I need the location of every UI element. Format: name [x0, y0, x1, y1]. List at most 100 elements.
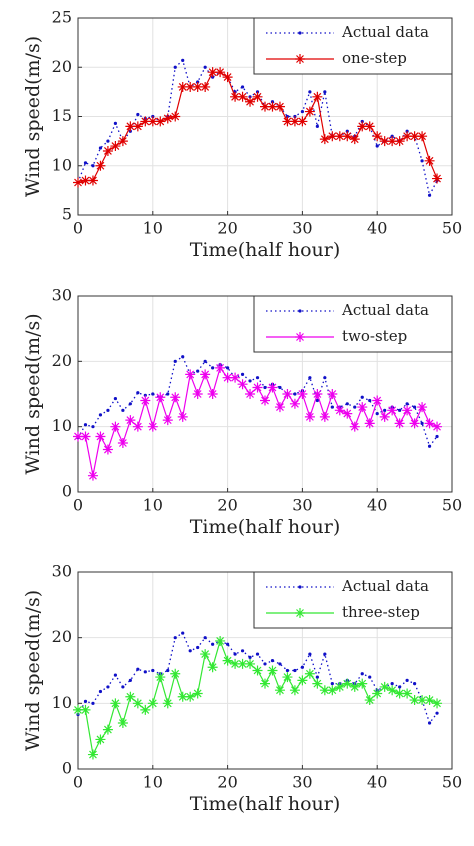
data-point [222, 655, 233, 666]
x-axis-label: Time(half hour) [190, 239, 341, 261]
y-tick-label: 25 [52, 8, 72, 27]
data-point [185, 369, 196, 380]
data-point [413, 405, 417, 409]
data-point [334, 405, 345, 416]
legend-marker [295, 54, 305, 64]
data-point [110, 698, 121, 709]
data-point [413, 682, 417, 686]
data-point [222, 72, 233, 83]
data-point [319, 411, 330, 422]
data-point [106, 139, 110, 143]
data-point [151, 392, 155, 396]
data-point [80, 431, 91, 442]
data-point [327, 685, 338, 696]
x-tick-label: 50 [442, 773, 462, 792]
y-tick-label: 15 [52, 106, 72, 125]
data-point [398, 408, 402, 412]
data-point [166, 392, 170, 396]
data-point [330, 682, 334, 686]
data-point [285, 668, 290, 673]
data-point [102, 724, 113, 735]
data-point [308, 376, 312, 380]
data-point [427, 721, 432, 725]
data-point [245, 389, 256, 399]
data-point [121, 408, 125, 412]
x-tick-label: 0 [73, 496, 83, 515]
data-point [274, 685, 285, 696]
data-point [289, 685, 300, 696]
data-point [432, 421, 443, 432]
data-point [226, 366, 230, 370]
data-point [308, 90, 312, 94]
y-tick-label: 20 [52, 627, 72, 646]
data-point [327, 131, 338, 142]
data-point [394, 418, 405, 429]
data-point [353, 405, 357, 409]
data-point [211, 366, 215, 370]
data-point [308, 652, 312, 656]
data-point [315, 675, 319, 679]
data-point [252, 665, 263, 676]
x-tick-label: 10 [143, 773, 163, 792]
data-point [113, 396, 117, 401]
data-point [315, 124, 319, 128]
data-point [323, 652, 327, 656]
x-tick-label: 50 [442, 496, 462, 515]
data-point [151, 668, 155, 673]
x-tick-label: 0 [73, 773, 83, 792]
data-point [255, 376, 260, 380]
data-point [330, 405, 334, 409]
legend-marker [295, 608, 305, 618]
data-point [334, 131, 345, 142]
data-point [207, 389, 218, 399]
data-point [252, 382, 263, 393]
legend-label: three-step [342, 603, 420, 621]
data-point [73, 177, 83, 188]
data-point [237, 658, 248, 669]
data-point [420, 421, 424, 425]
y-tick-label: 30 [52, 286, 72, 305]
data-point [245, 96, 256, 107]
data-point [300, 665, 304, 669]
data-point [417, 695, 428, 706]
data-point [357, 121, 368, 132]
data-point [177, 691, 188, 702]
data-point [323, 90, 327, 94]
data-point [289, 398, 300, 409]
data-point [402, 131, 413, 142]
data-point [357, 402, 368, 413]
data-point [181, 631, 185, 635]
data-point [255, 652, 260, 656]
data-point [424, 155, 435, 166]
data-point [417, 131, 428, 142]
data-point [394, 136, 405, 147]
data-point [83, 423, 88, 427]
data-point [113, 673, 117, 677]
data-point [274, 101, 285, 112]
data-point [409, 131, 420, 142]
y-tick-label: 20 [52, 351, 72, 370]
data-point [233, 652, 237, 656]
data-point [240, 372, 245, 376]
data-point [349, 134, 360, 145]
data-point [200, 369, 211, 380]
data-point [113, 121, 117, 125]
data-point [73, 431, 83, 442]
data-point [319, 134, 330, 145]
data-point [155, 116, 166, 127]
y-tick-label: 30 [52, 562, 72, 581]
data-point [312, 678, 323, 689]
data-point [117, 136, 128, 147]
legend-marker [298, 309, 302, 313]
x-tick-label: 40 [367, 773, 387, 792]
data-point [83, 699, 88, 703]
legend-label: Actual data [341, 301, 429, 319]
data-point [91, 164, 95, 168]
data-point [147, 116, 158, 127]
data-point [177, 411, 188, 422]
data-point [394, 688, 405, 699]
data-point [327, 389, 338, 399]
data-point [402, 688, 413, 699]
legend-box [253, 17, 453, 75]
data-point [110, 141, 121, 152]
